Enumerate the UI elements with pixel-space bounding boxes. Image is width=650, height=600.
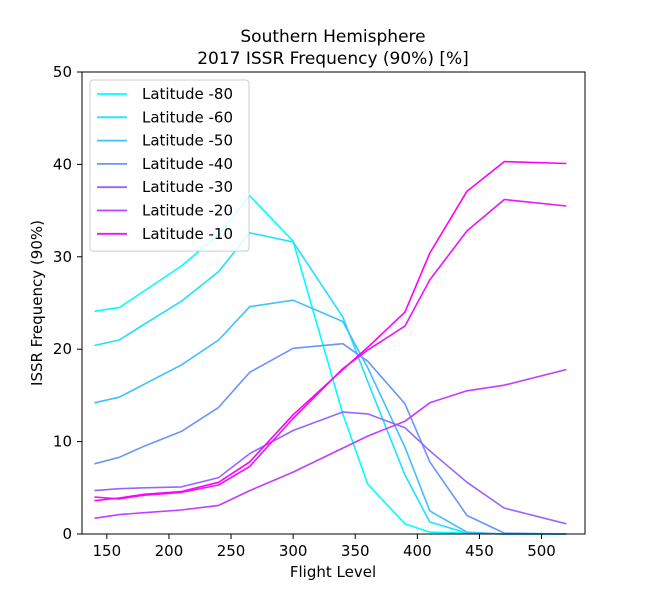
legend: Latitude -80 Latitude -60 Latitude -50 Lati… bbox=[89, 79, 250, 252]
series-line-8 bbox=[94, 160, 567, 502]
series-line-6 bbox=[94, 368, 567, 520]
y-tick-label: 0 bbox=[62, 525, 72, 543]
y-tick-label: 20 bbox=[53, 340, 72, 358]
series-line-7 bbox=[94, 198, 567, 500]
y-tick-label: 30 bbox=[53, 248, 72, 266]
series-layer bbox=[94, 160, 567, 535]
series-line-1 bbox=[94, 195, 567, 535]
x-tick-label: 300 bbox=[279, 542, 308, 560]
x-tick-label: 350 bbox=[341, 542, 370, 560]
y-axis-ticks: 0 10 20 30 40 50 bbox=[53, 63, 82, 543]
legend-label: Latitude -50 bbox=[142, 132, 233, 150]
x-tick-label: 450 bbox=[465, 542, 494, 560]
y-axis-label: ISSR Frequency (90%) bbox=[28, 220, 46, 386]
series-line-2 bbox=[94, 232, 567, 535]
legend-label: Latitude -30 bbox=[142, 178, 233, 196]
series-line-5 bbox=[94, 411, 567, 525]
series-line-3 bbox=[94, 299, 567, 535]
x-axis-label: Flight Level bbox=[290, 563, 376, 581]
legend-label: Latitude -40 bbox=[142, 155, 233, 173]
x-tick-label: 250 bbox=[217, 542, 246, 560]
series-line-4 bbox=[94, 342, 567, 535]
x-tick-label: 500 bbox=[527, 542, 556, 560]
x-tick-label: 150 bbox=[93, 542, 122, 560]
x-tick-label: 400 bbox=[403, 542, 432, 560]
plot-frame bbox=[81, 71, 586, 535]
chart-title: Southern Hemisphere bbox=[240, 27, 425, 47]
legend-label: Latitude -10 bbox=[142, 225, 233, 243]
legend-label: Latitude -60 bbox=[142, 108, 233, 126]
y-tick-label: 50 bbox=[53, 63, 72, 81]
chart-subtitle: 2017 ISSR Frequency (90%) [%] bbox=[197, 49, 469, 69]
x-tick-label: 200 bbox=[155, 542, 184, 560]
y-tick-label: 40 bbox=[53, 155, 72, 173]
legend-box bbox=[89, 79, 250, 252]
legend-label: Latitude -80 bbox=[142, 85, 233, 103]
y-tick-label: 10 bbox=[53, 433, 72, 451]
legend-label: Latitude -20 bbox=[142, 202, 233, 220]
x-axis-ticks: 150 200 250 300 350 400 450 500 bbox=[93, 534, 556, 560]
